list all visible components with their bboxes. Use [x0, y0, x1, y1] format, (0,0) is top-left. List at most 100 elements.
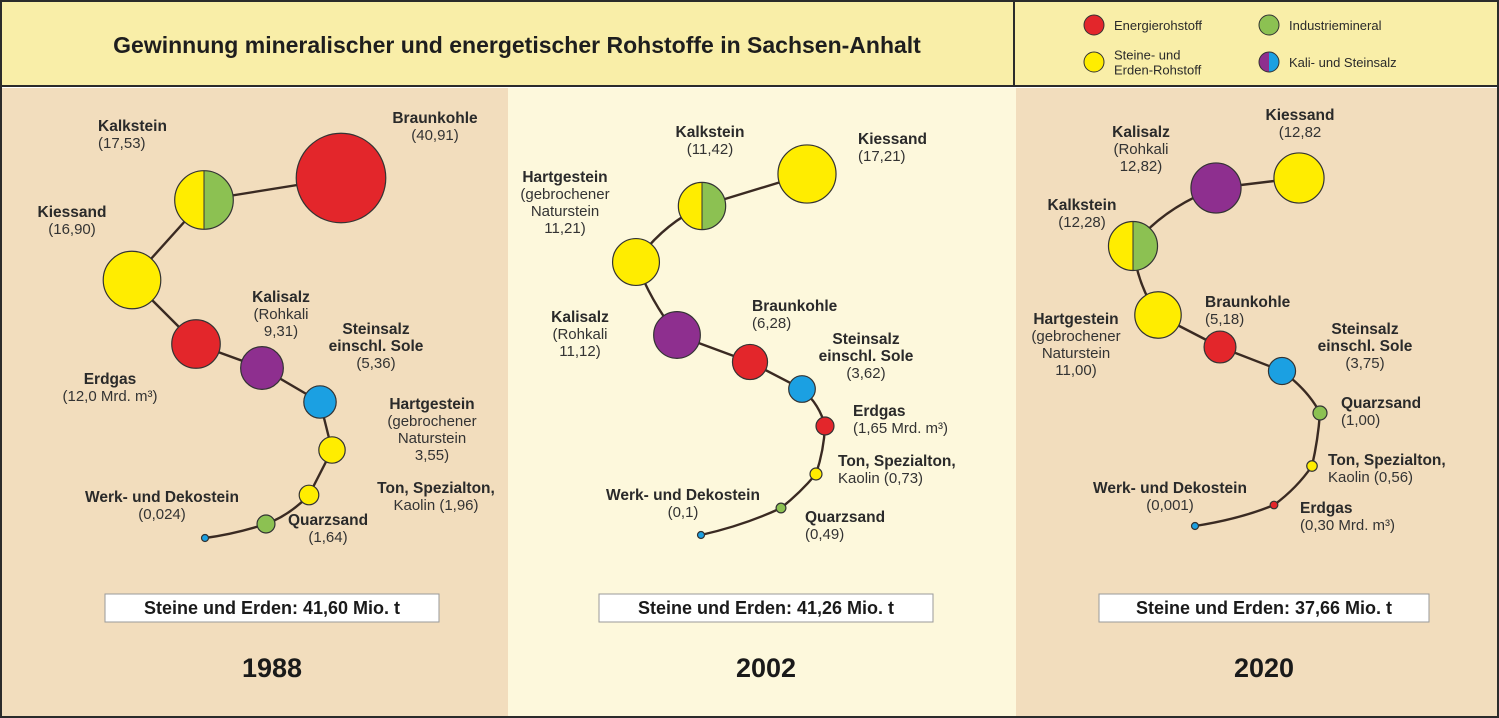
- label-value: (gebrochener: [520, 186, 609, 203]
- bubble-2002-braunkohle: [731, 343, 769, 381]
- legend-item-kali: Kali- und Steinsalz: [1258, 51, 1397, 73]
- bubble-2020-kalkstein-left: [1108, 221, 1133, 271]
- panel-2002: Kiessand(17,21) Kalkstein(11,42) Hartgeste…: [520, 124, 955, 683]
- bubble-1988-kalkstein-left: [174, 170, 204, 230]
- label-name: Ton, Spezialton,: [1328, 452, 1446, 469]
- legend-label-industrie: Industriemineral: [1289, 18, 1382, 33]
- bubble-2002-kalkstein-left: [678, 182, 702, 230]
- legend-label-steine: Erden-Rohstoff: [1114, 63, 1202, 78]
- legend-swatch-kali-right: [1269, 52, 1279, 72]
- label-2020-kiessand: Kiessand(12,82: [1266, 107, 1335, 141]
- label-1988-quarzsand: Quarzsand(1,64): [288, 512, 368, 546]
- year-label-1988: 1988: [242, 653, 302, 683]
- label-value: einschl. Sole: [819, 348, 914, 365]
- label-name: Erdgas: [853, 403, 906, 420]
- label-value: Kaolin (0,73): [838, 470, 923, 487]
- total-label-1988: Steine und Erden: 41,60 Mio. t: [144, 598, 400, 618]
- bubble-1988-quarzsand: [256, 514, 276, 534]
- label-value: (Rohkali: [552, 326, 607, 343]
- bubble-2002-quarzsand: [775, 502, 787, 514]
- total-box-2020: [1098, 593, 1430, 623]
- legend-swatch-steine: [1083, 51, 1105, 73]
- bubble-2002-ton-spezialton: [809, 467, 823, 481]
- label-value: (17,53): [98, 135, 146, 152]
- label-value: (1,00): [1341, 412, 1380, 429]
- label-2020-kalkstein: Kalkstein(12,28): [1048, 197, 1117, 231]
- label-1988-kiessand: Kiessand(16,90): [38, 204, 107, 238]
- label-name: Kalisalz: [252, 289, 310, 306]
- label-name: Kiessand: [858, 131, 927, 148]
- label-value: (5,36): [356, 355, 395, 372]
- label-value: (17,21): [858, 148, 906, 165]
- label-value: (Rohkali: [253, 306, 308, 323]
- label-value: 11,12): [559, 343, 600, 360]
- label-value: einschl. Sole: [1318, 338, 1413, 355]
- label-value: 12,82): [1120, 158, 1163, 175]
- label-value: einschl. Sole: [329, 338, 424, 355]
- label-name: Werk- und Dekostein: [1093, 480, 1247, 497]
- legend-item-energie: Energierohstoff: [1083, 14, 1202, 36]
- bubble-1988-kiessand: [102, 250, 162, 310]
- legend-label-kali: Kali- und Steinsalz: [1289, 55, 1397, 70]
- label-2002-ton-spezialton: Ton, Spezialton,Kaolin (0,73): [838, 453, 956, 487]
- label-2002-erdgas: Erdgas(1,65 Mrd. m³): [853, 403, 948, 437]
- label-2020-werk-und-dekostein: Werk- und Dekostein(0,001): [1093, 480, 1247, 514]
- label-name: Kalkstein: [1048, 197, 1117, 214]
- label-value: Naturstein: [1042, 345, 1110, 362]
- label-value: Kaolin (1,96): [393, 497, 478, 514]
- bubble-2002-hartgestein: [611, 237, 661, 287]
- bubble-2020-erdgas: [1269, 500, 1279, 510]
- label-name: Hartgestein: [522, 169, 607, 186]
- label-name: Braunkohle: [392, 110, 478, 127]
- label-value: (gebrochener: [387, 413, 476, 430]
- label-value: (0,001): [1146, 497, 1194, 514]
- label-2020-erdgas: Erdgas(0,30 Mrd. m³): [1300, 500, 1395, 534]
- total-box-1988: [104, 593, 440, 623]
- bubble-1988-braunkohle: [295, 132, 387, 224]
- label-1988-braunkohle: Braunkohle(40,91): [392, 110, 478, 144]
- label-name: Kiessand: [38, 204, 107, 221]
- label-1988-erdgas: Erdgas(12,0 Mrd. m³): [62, 371, 157, 405]
- label-value: (5,18): [1205, 311, 1244, 328]
- label-value: (gebrochener: [1031, 328, 1120, 345]
- label-name: Braunkohle: [1205, 294, 1291, 311]
- label-name: Steinsalz: [1331, 321, 1398, 338]
- label-2020-ton-spezialton: Ton, Spezialton,Kaolin (0,56): [1328, 452, 1446, 486]
- bubble-2020-braunkohle: [1203, 330, 1237, 364]
- total-box-2002: [598, 593, 934, 623]
- label-name: Kalkstein: [676, 124, 745, 141]
- bubble-2002-kalkstein-outline: [677, 181, 727, 231]
- label-name: Braunkohle: [752, 298, 838, 315]
- label-name: Ton, Spezialton,: [838, 453, 956, 470]
- label-1988-werk-und-dekostein: Werk- und Dekostein(0,024): [85, 489, 239, 523]
- legend-item-industrie: Industriemineral: [1258, 14, 1382, 36]
- label-value: 9,31): [264, 323, 298, 340]
- legend-label-steine: Steine- und: [1114, 48, 1181, 63]
- year-label-2002: 2002: [736, 653, 796, 683]
- label-name: Ton, Spezialton,: [377, 480, 495, 497]
- label-name: Erdgas: [84, 371, 137, 388]
- label-value: (0,024): [138, 506, 186, 523]
- bubble-2002-werk-und-dekostein: [696, 530, 706, 540]
- bubble-2020-quarzsand: [1312, 405, 1328, 421]
- bubble-1988-kalkstein-outline: [174, 170, 234, 230]
- bubble-2002-kalisalz: [653, 311, 701, 359]
- bubble-1988-hartgestein: [318, 436, 346, 464]
- legend-swatch-outline: [1258, 51, 1280, 73]
- label-name: Werk- und Dekostein: [85, 489, 239, 506]
- label-value: (12,28): [1058, 214, 1106, 231]
- label-2002-braunkohle: Braunkohle(6,28): [752, 298, 838, 332]
- label-value: 11,00): [1055, 362, 1096, 379]
- label-name: Steinsalz: [342, 321, 409, 338]
- label-value: (16,90): [48, 221, 96, 238]
- label-name: Werk- und Dekostein: [606, 487, 760, 504]
- label-value: (3,75): [1345, 355, 1384, 372]
